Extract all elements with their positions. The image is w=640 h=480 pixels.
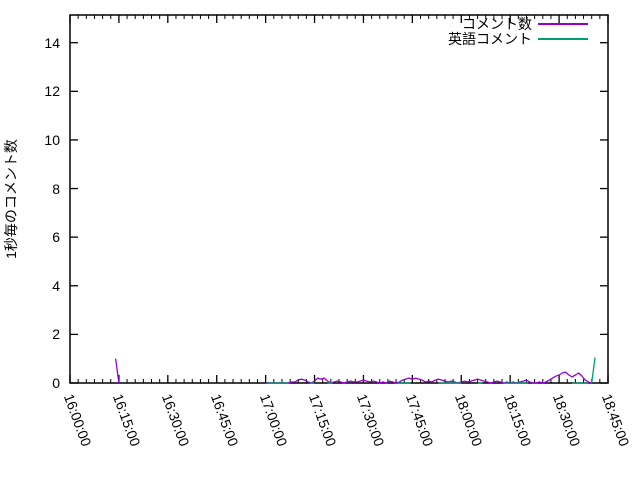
y-tick-label: 0 <box>52 375 60 391</box>
y-tick-label: 2 <box>52 326 60 343</box>
legend-line-sample-english-comments <box>538 38 588 40</box>
series-line-0 <box>265 371 592 384</box>
plot-border <box>69 14 609 384</box>
legend-line-sample-comments <box>538 23 588 25</box>
series-line-0 <box>114 358 120 384</box>
legend-label-comments: コメント数 <box>462 16 532 32</box>
y-tick-label: 6 <box>52 229 60 246</box>
y-tick-label: 14 <box>44 34 60 51</box>
series-line-1 <box>591 357 596 384</box>
legend-label-english-comments: 英語コメント <box>448 31 532 47</box>
y-tick-label: 8 <box>52 180 60 197</box>
legend-entry-english-comments: 英語コメント <box>412 32 588 46</box>
y-tick-label: 4 <box>52 277 60 294</box>
legend: コメント数 英語コメント <box>412 17 588 47</box>
legend-entry-comments: コメント数 <box>412 17 588 31</box>
y-tick-label: 12 <box>44 83 60 100</box>
y-tick-label: 10 <box>44 131 60 148</box>
